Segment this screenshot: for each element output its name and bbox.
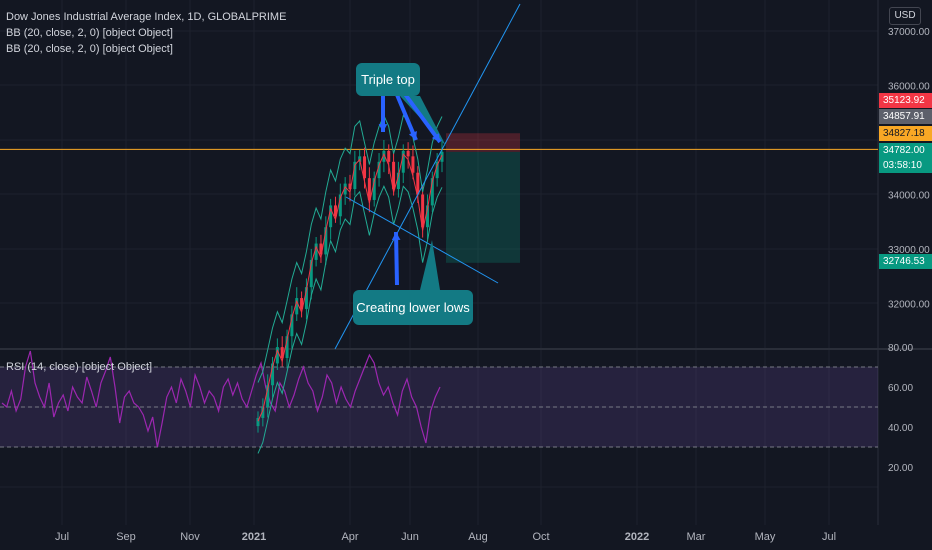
- candle-body-31: [406, 150, 410, 157]
- arrow-top-3-head: [431, 133, 440, 142]
- indicator-bb-2[interactable]: BB (20, close, 2, 0) [object Object]: [6, 43, 173, 55]
- rsi-tick-label-3: 20.00: [888, 463, 913, 474]
- candle-body-24: [372, 178, 376, 200]
- bollinger-lower: [257, 185, 443, 454]
- indicator-bb-1[interactable]: BB (20, close, 2, 0) [object Object]: [6, 27, 173, 39]
- rsi-tick-label-1: 60.00: [888, 383, 913, 394]
- candle-body-27: [387, 150, 391, 162]
- candle-body-11: [309, 259, 313, 288]
- trendline-falling: [345, 196, 499, 284]
- candle-body-13: [319, 243, 323, 255]
- x-tick-label-7: Oct: [532, 531, 549, 543]
- risk-zone: [446, 133, 520, 152]
- x-tick-label-4: Apr: [341, 531, 358, 543]
- candle-body-2: [266, 385, 270, 408]
- candle-body-4: [275, 347, 279, 364]
- x-tick-label-2: Nov: [180, 531, 200, 543]
- candle-body-22: [363, 156, 367, 179]
- candle-body-29: [396, 172, 400, 190]
- candle-body-38: [440, 151, 444, 162]
- arrow-top-2-head: [408, 131, 417, 140]
- bollinger-basis: [257, 152, 443, 422]
- arrow-top-2-shaft: [393, 89, 418, 141]
- candle-body-17: [338, 194, 342, 217]
- candle-body-19: [348, 183, 352, 190]
- reward-zone: [446, 151, 520, 263]
- candle-body-5: [280, 347, 284, 358]
- chart-title: Dow Jones Industrial Average Index, 1D, …: [6, 11, 287, 23]
- candle-body-9: [300, 298, 304, 309]
- arrow-top-3-shaft: [400, 88, 442, 144]
- x-tick-label-0: Jul: [55, 531, 69, 543]
- x-tick-label-8: 2022: [625, 531, 649, 543]
- candle-body-14: [324, 227, 328, 255]
- candle-body-33: [416, 172, 420, 195]
- rsi-tick-label-2: 40.00: [888, 423, 913, 434]
- candle-body-16: [333, 205, 337, 217]
- candle-body-0: [256, 417, 260, 427]
- candle-body-10: [304, 287, 308, 309]
- callout-pointer-bottom: [420, 240, 440, 290]
- candle-body-20: [353, 161, 357, 190]
- candle-body-34: [421, 194, 425, 228]
- rsi-band-fill: [0, 367, 878, 447]
- candle-body-35: [425, 205, 429, 228]
- x-tick-label-5: Jun: [401, 531, 419, 543]
- candle-body-7: [290, 314, 294, 337]
- candle-body-25: [377, 161, 381, 179]
- price-tag-line: 34827.18: [879, 126, 932, 141]
- arrow-low-head: [391, 232, 401, 240]
- candle-body-26: [382, 150, 386, 162]
- candle-body-6: [285, 336, 289, 358]
- price-tag-stop: 35123.92: [879, 93, 932, 108]
- arrow-top-1-head: [378, 124, 388, 132]
- candle-body-15: [329, 205, 333, 228]
- candle-body-3: [271, 363, 275, 386]
- x-tick-label-10: May: [755, 531, 776, 543]
- y-tick-label-0: 37000.00: [888, 27, 930, 38]
- y-tick-label-4: 32000.00: [888, 300, 930, 311]
- rsi-series-line: [1, 350, 441, 448]
- price-tag-last: 34782.00: [879, 143, 932, 158]
- arrow-low-shaft: [394, 231, 399, 286]
- callout-lower-lows[interactable]: Creating lower lows: [353, 290, 473, 325]
- rsi-label[interactable]: RSI (14, close) [object Object]: [6, 361, 153, 373]
- candle-body-37: [435, 161, 439, 179]
- rsi-tick-label-0: 80.00: [888, 343, 913, 354]
- candle-body-12: [314, 243, 318, 260]
- currency-badge[interactable]: USD: [889, 7, 921, 25]
- x-tick-label-3: 2021: [242, 531, 266, 543]
- price-tag-high: 34857.91: [879, 109, 932, 124]
- candle-body-30: [401, 150, 405, 173]
- candle-body-36: [430, 178, 434, 206]
- price-tag-countdown: 03:58:10: [879, 158, 932, 173]
- callout-triple-top[interactable]: Triple top: [356, 63, 420, 96]
- candle-body-1: [261, 407, 265, 418]
- candle-body-8: [295, 298, 299, 315]
- x-tick-label-6: Aug: [468, 531, 488, 543]
- x-tick-label-11: Jul: [822, 531, 836, 543]
- y-tick-label-1: 36000.00: [888, 82, 930, 93]
- y-tick-label-3: 33000.00: [888, 245, 930, 256]
- candle-body-28: [392, 161, 396, 190]
- candle-body-23: [367, 178, 371, 200]
- candle-body-18: [343, 183, 347, 195]
- y-tick-label-2: 34000.00: [888, 191, 930, 202]
- candle-body-32: [411, 156, 415, 173]
- x-tick-label-1: Sep: [116, 531, 136, 543]
- price-tag-target: 32746.53: [879, 254, 932, 269]
- x-tick-label-9: Mar: [687, 531, 706, 543]
